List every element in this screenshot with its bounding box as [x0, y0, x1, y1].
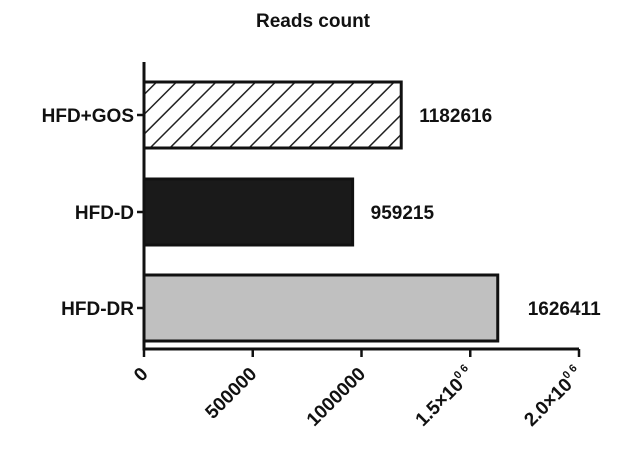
x-tick-label-0: 0 [130, 364, 152, 386]
x-tick-label-3: 1.5×100 6 [410, 362, 479, 431]
category-label-hfd-gos: HFD+GOS [42, 106, 134, 127]
bar-hfd-dr [142, 273, 500, 343]
x-tick-label-1: 500000 [202, 364, 262, 424]
x-tick-label-4: 2.0×100 6 [519, 362, 588, 431]
chart-title: Reads count [256, 11, 371, 32]
x-tick-label-2: 1000000 [303, 364, 370, 431]
value-label-hfd-dr: 1626411 [528, 299, 601, 320]
bar-hfd-d [142, 177, 355, 247]
value-label-hfd-gos: 1182616 [419, 106, 492, 127]
bar-hfd-gos [142, 80, 403, 150]
category-label-hfd-dr: HFD-DR [61, 299, 134, 320]
value-label-hfd-d: 959215 [371, 203, 435, 224]
category-label-hfd-d: HFD-D [75, 203, 134, 224]
